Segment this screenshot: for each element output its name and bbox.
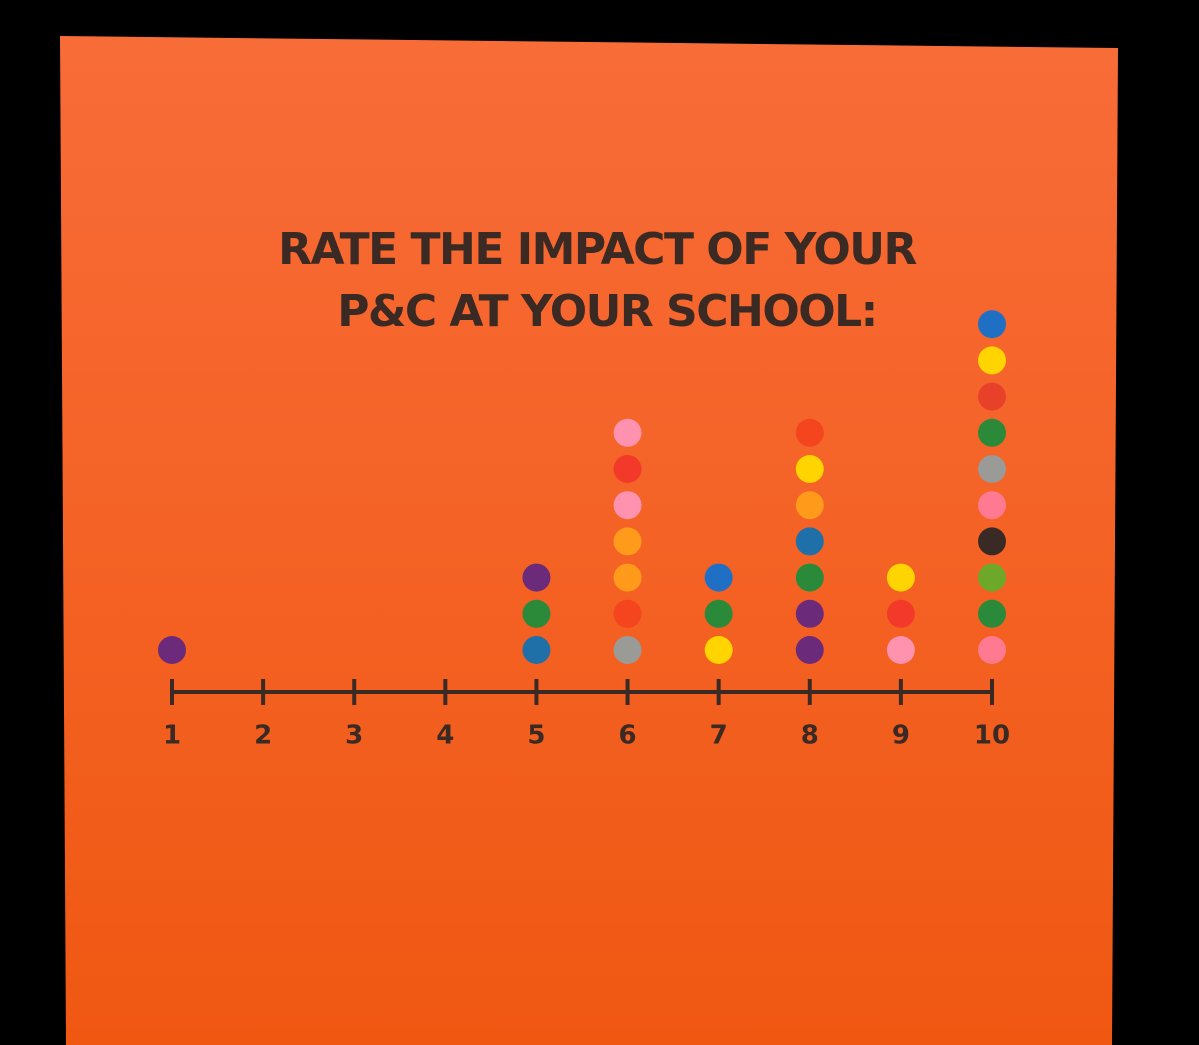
dot — [978, 346, 1006, 375]
dot — [795, 491, 824, 520]
chart-title: RATE THE IMPACT OF YOUR — [278, 224, 916, 275]
dot — [978, 310, 1006, 339]
dot — [978, 563, 1006, 592]
dot — [613, 455, 642, 483]
dot — [978, 382, 1006, 411]
x-tick-label: 5 — [527, 721, 545, 751]
dot — [886, 636, 915, 664]
x-tick-label: 2 — [254, 721, 272, 751]
dot — [613, 563, 642, 592]
dot — [978, 418, 1006, 447]
x-tick-label: 7 — [710, 721, 728, 751]
dot — [795, 455, 824, 483]
dot — [795, 599, 824, 628]
x-tick-label: 10 — [974, 721, 1010, 751]
dot — [522, 636, 551, 664]
dot — [613, 636, 642, 664]
dot — [613, 599, 642, 628]
dot — [613, 491, 642, 520]
dot — [886, 563, 915, 592]
dot — [704, 636, 733, 664]
dot — [704, 599, 733, 628]
dot — [795, 563, 824, 592]
dot — [613, 418, 642, 447]
dot — [795, 527, 824, 556]
dot — [978, 455, 1006, 483]
x-tick-label: 6 — [619, 721, 637, 751]
x-tick-label: 9 — [892, 721, 910, 751]
x-tick-label: 3 — [345, 721, 363, 751]
x-tick-label: 8 — [801, 721, 819, 751]
x-tick-label: 4 — [436, 721, 454, 751]
dot — [978, 636, 1006, 664]
chart-title: P&C AT YOUR SCHOOL: — [337, 286, 877, 337]
x-tick-label: 1 — [163, 721, 181, 751]
dot — [978, 527, 1006, 556]
dot — [704, 563, 733, 592]
board — [60, 36, 1118, 1045]
dot — [978, 599, 1006, 628]
dot — [522, 599, 551, 628]
dot — [795, 418, 824, 447]
dot — [522, 563, 551, 592]
dot — [795, 636, 824, 664]
dot — [886, 599, 915, 628]
dot — [978, 491, 1006, 520]
dot — [613, 527, 642, 556]
dot — [158, 636, 186, 664]
